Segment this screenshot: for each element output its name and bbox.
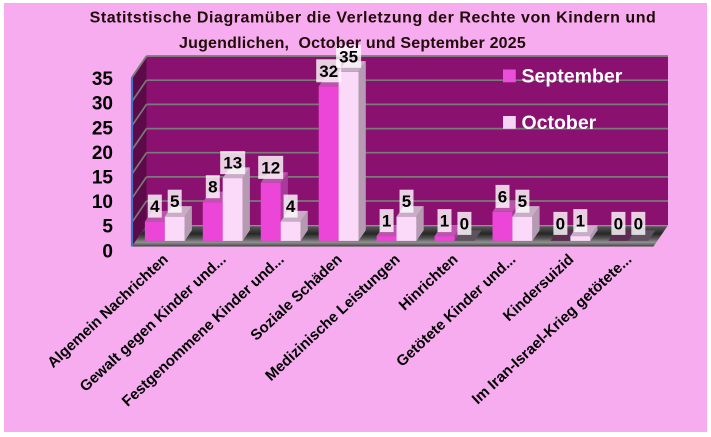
- svg-text:1: 1: [440, 212, 449, 231]
- svg-text:0: 0: [634, 214, 643, 233]
- svg-text:32: 32: [319, 62, 338, 81]
- svg-text:0: 0: [460, 214, 469, 233]
- svg-text:5: 5: [170, 192, 179, 211]
- svg-text:1: 1: [382, 212, 391, 231]
- svg-text:September: September: [522, 66, 623, 88]
- svg-text:4: 4: [286, 197, 296, 216]
- svg-text:8: 8: [208, 178, 217, 197]
- svg-text:5: 5: [402, 192, 411, 211]
- svg-text:30: 30: [92, 94, 113, 115]
- svg-text:15: 15: [92, 168, 114, 189]
- svg-text:20: 20: [92, 143, 113, 164]
- svg-text:5: 5: [518, 192, 527, 211]
- svg-text:13: 13: [223, 154, 242, 173]
- svg-text:12: 12: [261, 158, 280, 177]
- svg-text:25: 25: [92, 118, 114, 139]
- svg-text:35: 35: [92, 69, 114, 90]
- svg-text:0: 0: [556, 214, 565, 233]
- svg-text:6: 6: [498, 187, 507, 206]
- svg-text:35: 35: [339, 47, 358, 66]
- svg-text:5: 5: [102, 217, 113, 238]
- svg-text:4: 4: [150, 197, 160, 216]
- svg-text:Jugendlichen, October und Sep: Jugendlichen, October und September 2025: [179, 35, 526, 52]
- svg-text:Statitstische Diagramüber die: Statitstische Diagramüber die Verletzung…: [90, 10, 657, 27]
- svg-text:0: 0: [614, 214, 623, 233]
- svg-text:10: 10: [92, 192, 113, 213]
- svg-text:1: 1: [576, 212, 585, 231]
- svg-text:0: 0: [102, 241, 113, 262]
- svg-text:October: October: [522, 112, 597, 134]
